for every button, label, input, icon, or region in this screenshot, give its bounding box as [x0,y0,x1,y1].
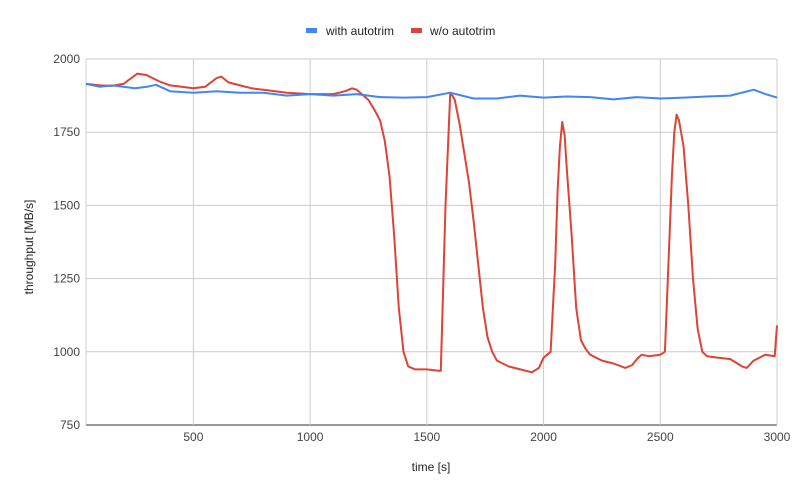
gridlines [85,58,778,426]
x-axis-title: time [s] [412,460,451,474]
series-line-wo-autotrim [85,72,778,374]
y-tick-label: 750 [60,418,80,432]
x-tick-label: 3000 [764,430,791,444]
y-tick-label: 1250 [53,272,80,286]
series-lines [85,72,778,374]
legend-swatch-with-autotrim [306,28,317,33]
y-tick-label: 2000 [53,52,80,66]
legend-label-wo-autotrim: w/o autotrim [429,24,495,38]
x-tick-label: 1000 [297,430,324,444]
x-tick-label: 500 [183,430,203,444]
x-tick-label: 2000 [530,430,557,444]
x-tick-label: 2500 [647,430,674,444]
y-tick-label: 1000 [53,345,80,359]
legend-label-with-autotrim: with autotrim [325,24,394,38]
y-axis-title: throughput [MB/s] [22,200,36,295]
legend-swatch-wo-autotrim [411,28,422,33]
x-axis-ticks: 500 1000 1500 2000 2500 3000 [183,430,790,444]
x-tick-label: 1500 [413,430,440,444]
series-line-with-autotrim [85,82,778,101]
y-axis-ticks: 750 1000 1250 1500 1750 2000 [53,52,80,432]
y-tick-label: 1750 [53,125,80,139]
legend: with autotrim w/o autotrim [306,24,495,38]
y-tick-label: 1500 [53,198,80,212]
